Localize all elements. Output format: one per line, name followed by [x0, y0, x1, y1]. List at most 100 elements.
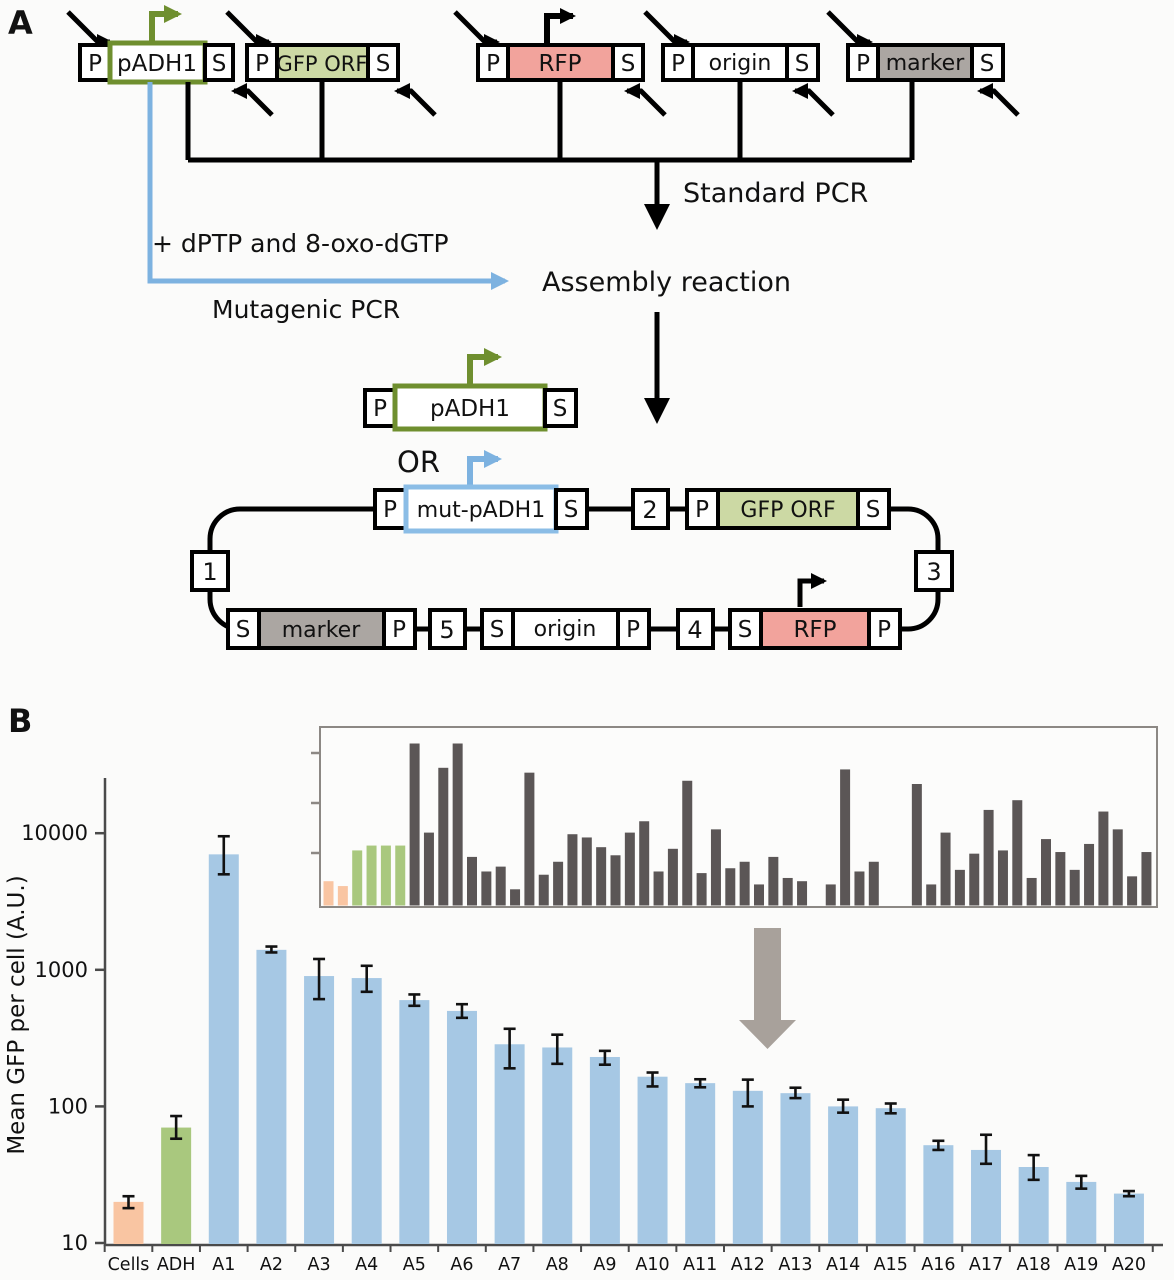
p-label: P — [626, 617, 640, 643]
y-tick-label: 100 — [48, 1094, 88, 1118]
promoter-arrow-icon — [544, 8, 576, 43]
marker-box — [257, 608, 386, 650]
inset-bar — [696, 873, 707, 906]
rfp-label: RFP — [538, 51, 581, 77]
x-label-a5: A5 — [403, 1255, 426, 1275]
s-box — [366, 43, 400, 82]
s-box — [785, 43, 820, 82]
gfp-orf-box — [275, 43, 370, 82]
reverse-primer-icon — [624, 83, 667, 117]
inset-bar — [553, 861, 564, 906]
rfp-label: RFP — [793, 617, 836, 643]
x-label-a11: A11 — [683, 1255, 717, 1275]
bar-a15 — [875, 1108, 906, 1244]
cassette-marker: P marker S — [826, 10, 1020, 117]
p-label: P — [392, 617, 406, 643]
panel-a-label: A — [8, 4, 33, 42]
cassette-rfp: P RFP S — [453, 8, 667, 117]
x-label-a18: A18 — [1017, 1255, 1051, 1275]
x-label-a10: A10 — [635, 1255, 669, 1275]
p-label: P — [88, 51, 102, 77]
p-label: P — [255, 51, 269, 77]
bar-a5 — [399, 1000, 430, 1244]
bar-a10 — [637, 1076, 668, 1244]
inset-bar — [782, 877, 793, 906]
inset-bars — [323, 743, 1152, 906]
p-label: P — [856, 51, 870, 77]
p-label: P — [383, 497, 397, 523]
junction-3-label: 3 — [926, 558, 941, 586]
marker-box — [876, 43, 974, 82]
s-label: S — [795, 51, 810, 77]
x-label-a1: A1 — [212, 1255, 235, 1275]
p-box — [867, 608, 902, 650]
s-label: S — [621, 51, 636, 77]
x-label-a7: A7 — [498, 1255, 521, 1275]
inset-bar — [911, 784, 922, 906]
bar-a12 — [732, 1090, 763, 1244]
inset-bar — [1055, 852, 1066, 906]
inset-bar — [926, 884, 937, 906]
inset-bar — [510, 889, 521, 906]
inset-bar — [481, 871, 492, 906]
forward-primer-icon — [826, 10, 873, 50]
assembly-reaction-label: Assembly reaction — [542, 267, 791, 298]
junction-2-label: 2 — [642, 496, 657, 524]
p-label: P — [671, 51, 685, 77]
inset-bar — [1026, 877, 1037, 906]
y-axis-title: Mean GFP per cell (A.U.) — [4, 875, 30, 1154]
inset-y-ticks — [311, 751, 320, 855]
inset-bar — [940, 832, 951, 906]
cassette-origin: P origin S — [643, 10, 835, 117]
s-box — [226, 608, 261, 650]
bar-a17 — [971, 1149, 1002, 1244]
bar-a2 — [256, 949, 287, 1244]
promoter-arrow-icon — [467, 348, 502, 384]
forward-primer-icon — [453, 10, 500, 50]
forward-primer-icon — [225, 10, 272, 50]
x-label-a15: A15 — [874, 1255, 908, 1275]
inset-bar — [380, 845, 391, 906]
inset-bar — [653, 871, 664, 906]
bar-a3 — [304, 976, 335, 1244]
junction-3-box — [914, 550, 954, 592]
mut-padh1-label: mut-pADH1 — [417, 498, 545, 523]
inset-bar — [323, 881, 334, 906]
inset-bar — [969, 853, 980, 906]
inset-bar — [1098, 811, 1109, 906]
p-label: P — [695, 497, 709, 523]
reverse-primer-icon — [792, 83, 835, 117]
inset-bar — [624, 832, 635, 906]
s-label: S — [866, 497, 881, 523]
forward-primer-icon — [66, 10, 113, 50]
forward-primer-icon — [643, 10, 690, 50]
reverse-primer-icon — [977, 83, 1020, 117]
junction-4-label: 4 — [687, 616, 702, 644]
inset-bar — [610, 855, 621, 906]
inset-bar — [596, 847, 607, 906]
s-box — [611, 43, 645, 82]
p-label: P — [486, 51, 500, 77]
junction-4-box — [676, 608, 715, 650]
s-label: S — [553, 396, 568, 422]
inset-bar — [754, 884, 764, 906]
inset-bar — [438, 767, 449, 906]
inset-bar — [538, 874, 549, 906]
junction-1-box — [190, 550, 230, 592]
bar-a7 — [494, 1044, 525, 1244]
x-label-a16: A16 — [921, 1255, 955, 1275]
inset-bar — [710, 829, 721, 906]
inset-bar — [1127, 876, 1138, 906]
axis-ticks: 10 100 1000 10000 — [21, 821, 1154, 1255]
cassette-padh1: P pADH1 S — [66, 5, 274, 117]
x-label-a19: A19 — [1064, 1255, 1098, 1275]
padh1-label: pADH1 — [430, 396, 510, 422]
or-label: OR — [397, 445, 440, 479]
inset-bar — [409, 743, 420, 906]
bar-a14 — [828, 1106, 859, 1244]
mutagenic-pcr-label: Mutagenic PCR — [212, 295, 400, 324]
inset-bar — [1112, 829, 1123, 906]
inset-bar — [366, 845, 377, 906]
s-box — [856, 488, 891, 530]
